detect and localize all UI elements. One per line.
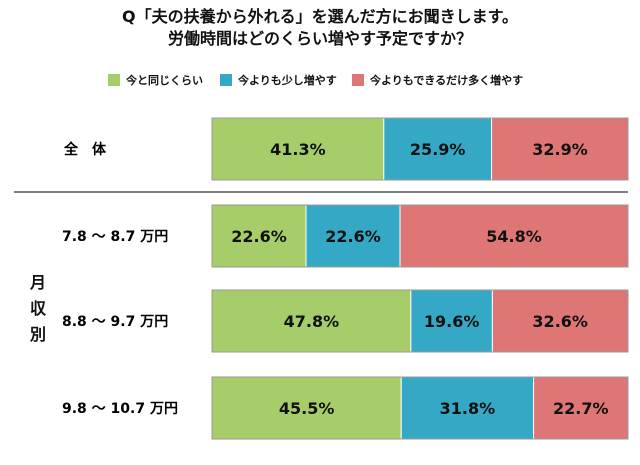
category-label: 8.8 ～ 9.7 万円: [62, 314, 168, 330]
bar-value-label: 41.3%: [270, 140, 326, 159]
category-label: 9.8 ～ 10.7 万円: [62, 401, 178, 417]
category-label: 全 体: [63, 141, 107, 158]
legend-item-much-more: 今よりもできるだけ多く増やす: [352, 72, 523, 88]
chart-title-line-1: Q「夫の扶養から外れる」を選んだ方にお聞きします。: [121, 7, 518, 26]
bar-value-label: 22.6%: [325, 227, 381, 246]
legend-label-slightly-more: 今よりも少し増やす: [238, 74, 337, 87]
bar-value-label: 19.6%: [424, 312, 480, 331]
bar-value-label: 31.8%: [440, 399, 496, 418]
bar-segment: [491, 117, 629, 181]
bar-value-label: 47.8%: [284, 312, 340, 331]
bar-segment: [400, 376, 535, 440]
bar-segment: [211, 204, 307, 268]
bar-segment: [211, 376, 402, 440]
chart-title-line-2: 労働時間はどのくらい増やす予定ですか？: [167, 29, 472, 48]
legend-item-slightly-more: 今よりも少し増やす: [220, 72, 337, 88]
bar-value-label: 32.9%: [532, 140, 588, 159]
side-label-monthly-income: 月収別: [29, 273, 46, 344]
legend-label-same: 今と同じくらい: [126, 74, 203, 87]
legend-swatch-same: [108, 74, 120, 86]
bar-value-label: 22.6%: [231, 227, 287, 246]
bar-outline: [211, 117, 629, 181]
legend-swatch-much-more: [352, 74, 364, 86]
legend-item-same: 今と同じくらい: [108, 72, 203, 88]
bar-value-label: 32.6%: [532, 312, 588, 331]
bar-value-label: 54.8%: [486, 227, 542, 246]
chart-title: Q「夫の扶養から外れる」を選んだ方にお聞きします。 労働時間はどのくらい増やす予…: [0, 6, 640, 50]
bar-value-label: 45.5%: [279, 399, 335, 418]
bar-segment: [399, 204, 629, 268]
bar-value-label: 22.7%: [553, 399, 609, 418]
bar-value-label: 25.9%: [410, 140, 466, 159]
legend-swatch-slightly-more: [220, 74, 232, 86]
bar-segment: [410, 289, 493, 353]
bar-segment: [491, 289, 629, 353]
legend-label-much-more: 今よりもできるだけ多く増やす: [370, 74, 524, 87]
bar-outline: [211, 376, 629, 440]
category-label: 7.8 ～ 8.7 万円: [62, 229, 168, 245]
bar-outline: [211, 204, 629, 268]
bar-outline: [211, 289, 629, 353]
